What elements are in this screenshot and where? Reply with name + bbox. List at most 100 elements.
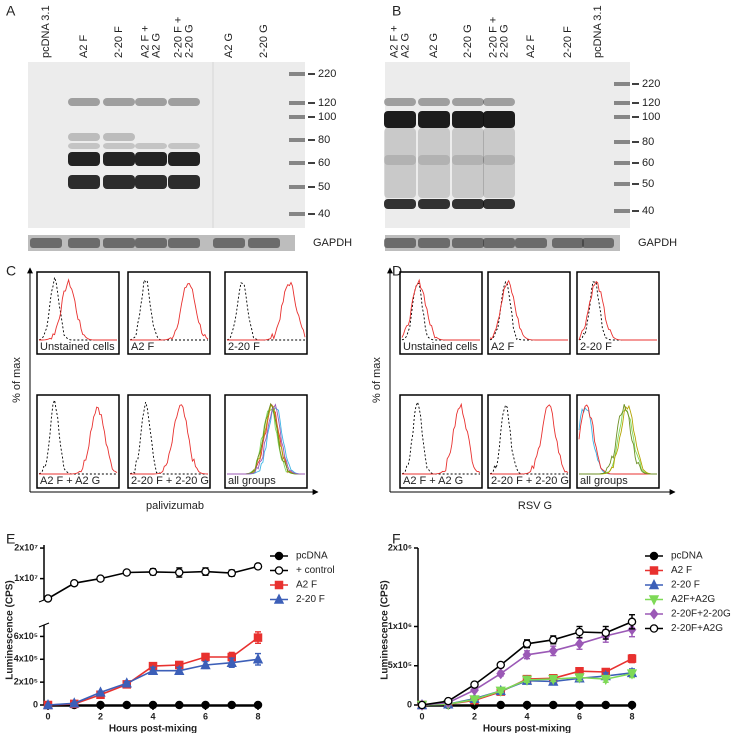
data-point [174,664,185,675]
x-tick-label: 2 [98,711,103,721]
band [103,175,135,189]
panel-letter: C [6,263,16,279]
band [418,98,450,106]
data-point [96,700,105,710]
mw-label: 100 [318,111,336,123]
legend-marker [274,566,284,575]
mw-label: 100 [642,111,660,123]
legend-marker [273,593,285,604]
data-point [522,639,532,649]
band [384,111,416,128]
data-point [443,696,453,706]
data-point [96,574,105,583]
y-axis-label: Luminescence (CPS) [5,580,16,679]
band [418,128,450,198]
x-tick-label: 8 [629,711,634,721]
band [103,133,135,141]
x-tick-label: 6 [203,711,208,721]
data-point [226,656,237,667]
data-point [227,700,236,710]
data-point [122,568,132,577]
histogram-box [127,394,211,489]
data-point [575,638,584,650]
band [418,199,450,209]
y-tick-label: 2x10⁶ [388,542,412,552]
x-tick-label: 4 [524,711,529,721]
legend-label: 2-20F+A2G [671,623,723,634]
legend-marker [649,551,659,561]
mw-label: 40 [318,208,330,220]
data-point [600,674,611,686]
ladder-band [289,138,305,142]
lane-label: A2 F [78,34,90,58]
data-point [121,677,132,688]
histogram-label: Unstained cells [40,341,115,353]
legend-marker [648,595,660,606]
band [68,133,100,141]
histogram-label: 2-20 F + 2-20 G [131,475,209,487]
panel-letter: E [6,531,15,547]
histogram [402,402,481,475]
band [418,111,450,128]
flow-x-label: palivizumab [146,500,204,512]
band [452,199,484,209]
band [483,199,515,209]
band [135,143,167,149]
legend-label: 2-20 F [296,594,325,605]
histogram [578,281,657,341]
data-point [469,695,480,706]
histogram [227,403,305,475]
data-point [627,654,637,663]
data-point [548,674,559,686]
legend-marker [274,580,284,590]
legend-label: A2 F [296,580,317,591]
legend-label: pcDNA [671,551,703,562]
data-point [253,700,263,710]
band [168,152,200,166]
gapdh-band [103,238,135,248]
histogram [130,282,209,341]
ladder-band [289,72,305,76]
y-tick-label: 2x10⁵ [14,677,38,687]
histogram [401,283,480,341]
histogram-label: A2 F [491,341,515,353]
y-tick-label: 4x10⁵ [14,654,38,664]
data-point [42,698,54,710]
mw-label: 220 [642,78,660,90]
histogram [489,280,568,341]
loading-control-label: GAPDH [638,237,677,249]
histogram [38,398,117,475]
histogram-label: A2 F + A2 G [40,475,100,487]
data-point [495,686,506,697]
flow-x-label: RSV G [518,500,552,512]
histogram [578,280,657,341]
histogram-label: 2-20 F [228,341,260,353]
lane-label: A2 G [150,33,162,58]
band [168,98,200,106]
data-point [122,700,132,710]
y-tick-label: 6x10⁵ [14,631,38,641]
y-tick-label: 2x10⁷ [14,542,38,552]
x-tick-label: 4 [150,711,155,721]
y-tick-label: 1x10⁶ [388,621,412,631]
data-point [174,700,184,710]
ladder-band [614,82,630,86]
gapdh-band [552,238,584,248]
data-point [627,700,637,710]
band [68,98,100,106]
histogram-box [36,271,120,355]
data-point [201,567,210,576]
ladder-band [289,161,305,165]
histogram-box [224,271,308,355]
histogram [130,404,209,475]
histogram [226,282,305,341]
band [103,98,135,106]
data-point [70,578,79,588]
band [384,155,416,165]
axis-break [38,622,50,628]
mw-label: 80 [318,134,330,146]
band [452,111,484,128]
histogram-box [127,271,211,355]
mw-label: 120 [318,97,336,109]
